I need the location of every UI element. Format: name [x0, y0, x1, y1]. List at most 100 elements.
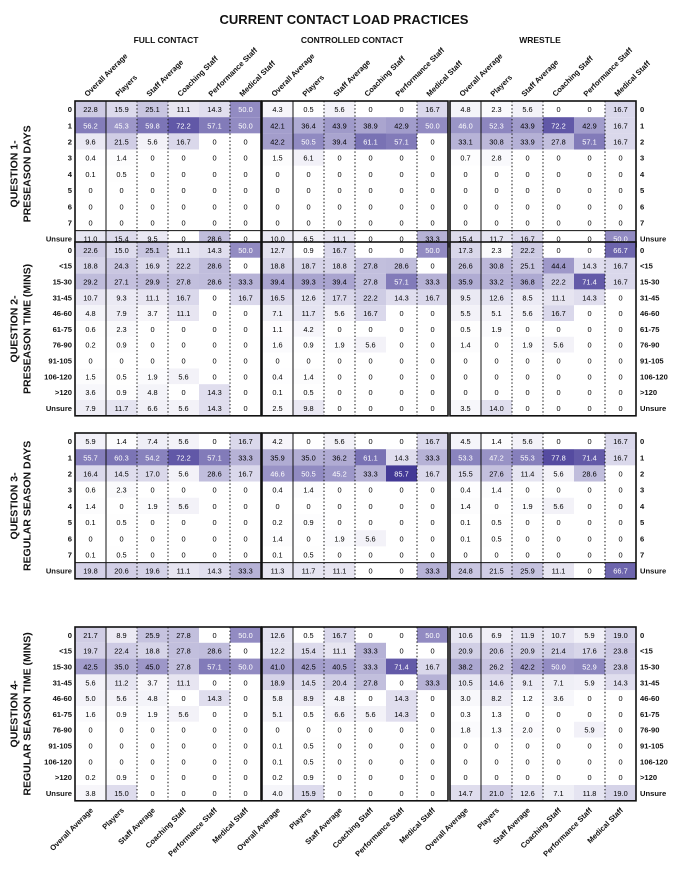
heat-cell	[512, 149, 543, 166]
heat-cell-value: 21.0	[489, 789, 503, 798]
heat-cell-value: 0	[430, 325, 434, 334]
heat-cell-value: 16.9	[145, 262, 159, 271]
heat-cell	[450, 242, 481, 258]
heat-cell	[293, 305, 324, 321]
question-label-1: QUESTION 1-PRESEASON DAYS	[9, 125, 34, 222]
heat-cell	[417, 149, 448, 166]
heat-cell-value: 0	[494, 551, 498, 560]
heat-cell	[75, 273, 106, 290]
heat-cell-value: 0	[212, 293, 216, 302]
heat-cell-value: 0	[430, 773, 434, 782]
row-category-label: 31-45	[640, 678, 660, 687]
heat-cell-value: 0	[181, 325, 185, 334]
heat-cell-value: 27.8	[551, 138, 565, 147]
heat-cell-value: 39.4	[332, 278, 346, 287]
heat-cell	[75, 321, 106, 337]
row-category-label: 91-105	[640, 742, 664, 751]
heat-cell	[386, 257, 417, 274]
heat-cell-value: 0	[181, 551, 185, 560]
heat-cell	[417, 198, 448, 215]
heat-cell-value: 33.9	[520, 138, 534, 147]
heat-cell	[450, 481, 481, 498]
heat-cell-value: 0	[243, 518, 247, 527]
heat-cell-value: 0.5	[116, 551, 126, 560]
heat-cell-value: 11.7	[302, 309, 316, 318]
heat-cell-value: 1.3	[491, 726, 501, 735]
panel-frame-controlled-contact	[261, 241, 449, 417]
heat-cell-value: 0	[587, 710, 591, 719]
heat-cell	[355, 384, 386, 400]
heat-cell-value: 71.4	[582, 278, 596, 287]
heat-cell	[574, 198, 605, 215]
heat-cell	[199, 182, 230, 199]
row-category-label: 91-105	[640, 357, 664, 366]
heat-cell-value: 0	[618, 309, 622, 318]
heat-cell	[324, 737, 355, 754]
heat-cell	[386, 198, 417, 215]
heat-cell	[481, 674, 512, 691]
heat-cell	[230, 257, 261, 274]
heat-cell	[262, 785, 293, 801]
heat-cell	[450, 785, 481, 801]
heat-cell	[168, 449, 199, 466]
heat-cell	[574, 546, 605, 563]
heat-cell	[355, 562, 386, 579]
heat-cell	[262, 449, 293, 466]
row-category-label: 106-120	[640, 372, 668, 381]
heat-cell	[417, 449, 448, 466]
heat-cell	[417, 753, 448, 770]
heat-cell	[168, 674, 199, 691]
heat-cell-value: 0	[618, 186, 622, 195]
heat-cell-value: 0	[618, 357, 622, 366]
heat-cell	[168, 352, 199, 369]
heat-cell-value: 3.7	[147, 678, 157, 687]
heat-cell-value: 0	[430, 502, 434, 511]
heat-cell	[481, 706, 512, 722]
heat-cell	[450, 214, 481, 231]
heat-cell	[262, 753, 293, 770]
heat-cell-value: 72.2	[176, 121, 190, 130]
row-category-label: 5	[68, 186, 73, 195]
heat-cell	[512, 658, 543, 675]
heat-cell	[450, 465, 481, 482]
heat-cell-value: 15.9	[301, 789, 315, 798]
row-category-label: 106-120	[640, 757, 668, 766]
heat-cell	[417, 690, 448, 706]
heat-cell-value: 1.4	[460, 502, 470, 511]
figure-title: CURRENT CONTACT LOAD PRACTICES	[220, 12, 469, 27]
heat-cell-value: 22.2	[176, 262, 190, 271]
heat-cell	[168, 530, 199, 547]
heat-cell-value: 21.4	[551, 647, 565, 656]
heat-cell	[481, 305, 512, 321]
heat-cell-value: 20.9	[458, 647, 472, 656]
heat-cell-value: 0	[368, 372, 372, 381]
heat-cell	[106, 449, 137, 466]
heat-cell	[450, 149, 481, 166]
heat-cell	[574, 352, 605, 369]
heat-cell-value: 35.0	[114, 663, 128, 672]
heat-cell	[605, 352, 636, 369]
heat-cell-value: 9.5	[147, 235, 157, 244]
heat-cell-value: 11.1	[552, 567, 566, 576]
heat-cell-value: 0	[525, 202, 529, 211]
heat-cell-value: 11.1	[177, 309, 191, 318]
heat-cell-value: 5.8	[272, 694, 282, 703]
heat-cell	[230, 117, 261, 134]
heat-cell	[324, 690, 355, 706]
heat-cell-value: 0	[275, 219, 279, 228]
heat-cell-value: 11.1	[146, 293, 160, 302]
heat-cell	[199, 117, 230, 134]
heat-cell-value: 0	[399, 534, 403, 543]
heat-cell-value: 0	[430, 789, 434, 798]
heat-cell	[355, 242, 386, 258]
heat-cell	[543, 497, 574, 514]
heat-cell	[574, 737, 605, 754]
heat-cell-value: 0	[399, 372, 403, 381]
heat-cell	[230, 352, 261, 369]
heat-cell-value: 0	[243, 154, 247, 163]
heat-cell	[324, 257, 355, 274]
heat-cell-value: 11.3	[271, 567, 285, 576]
heat-cell-value: 14.3	[394, 710, 408, 719]
heat-cell	[386, 769, 417, 785]
heat-cell-value: 0.9	[116, 773, 126, 782]
